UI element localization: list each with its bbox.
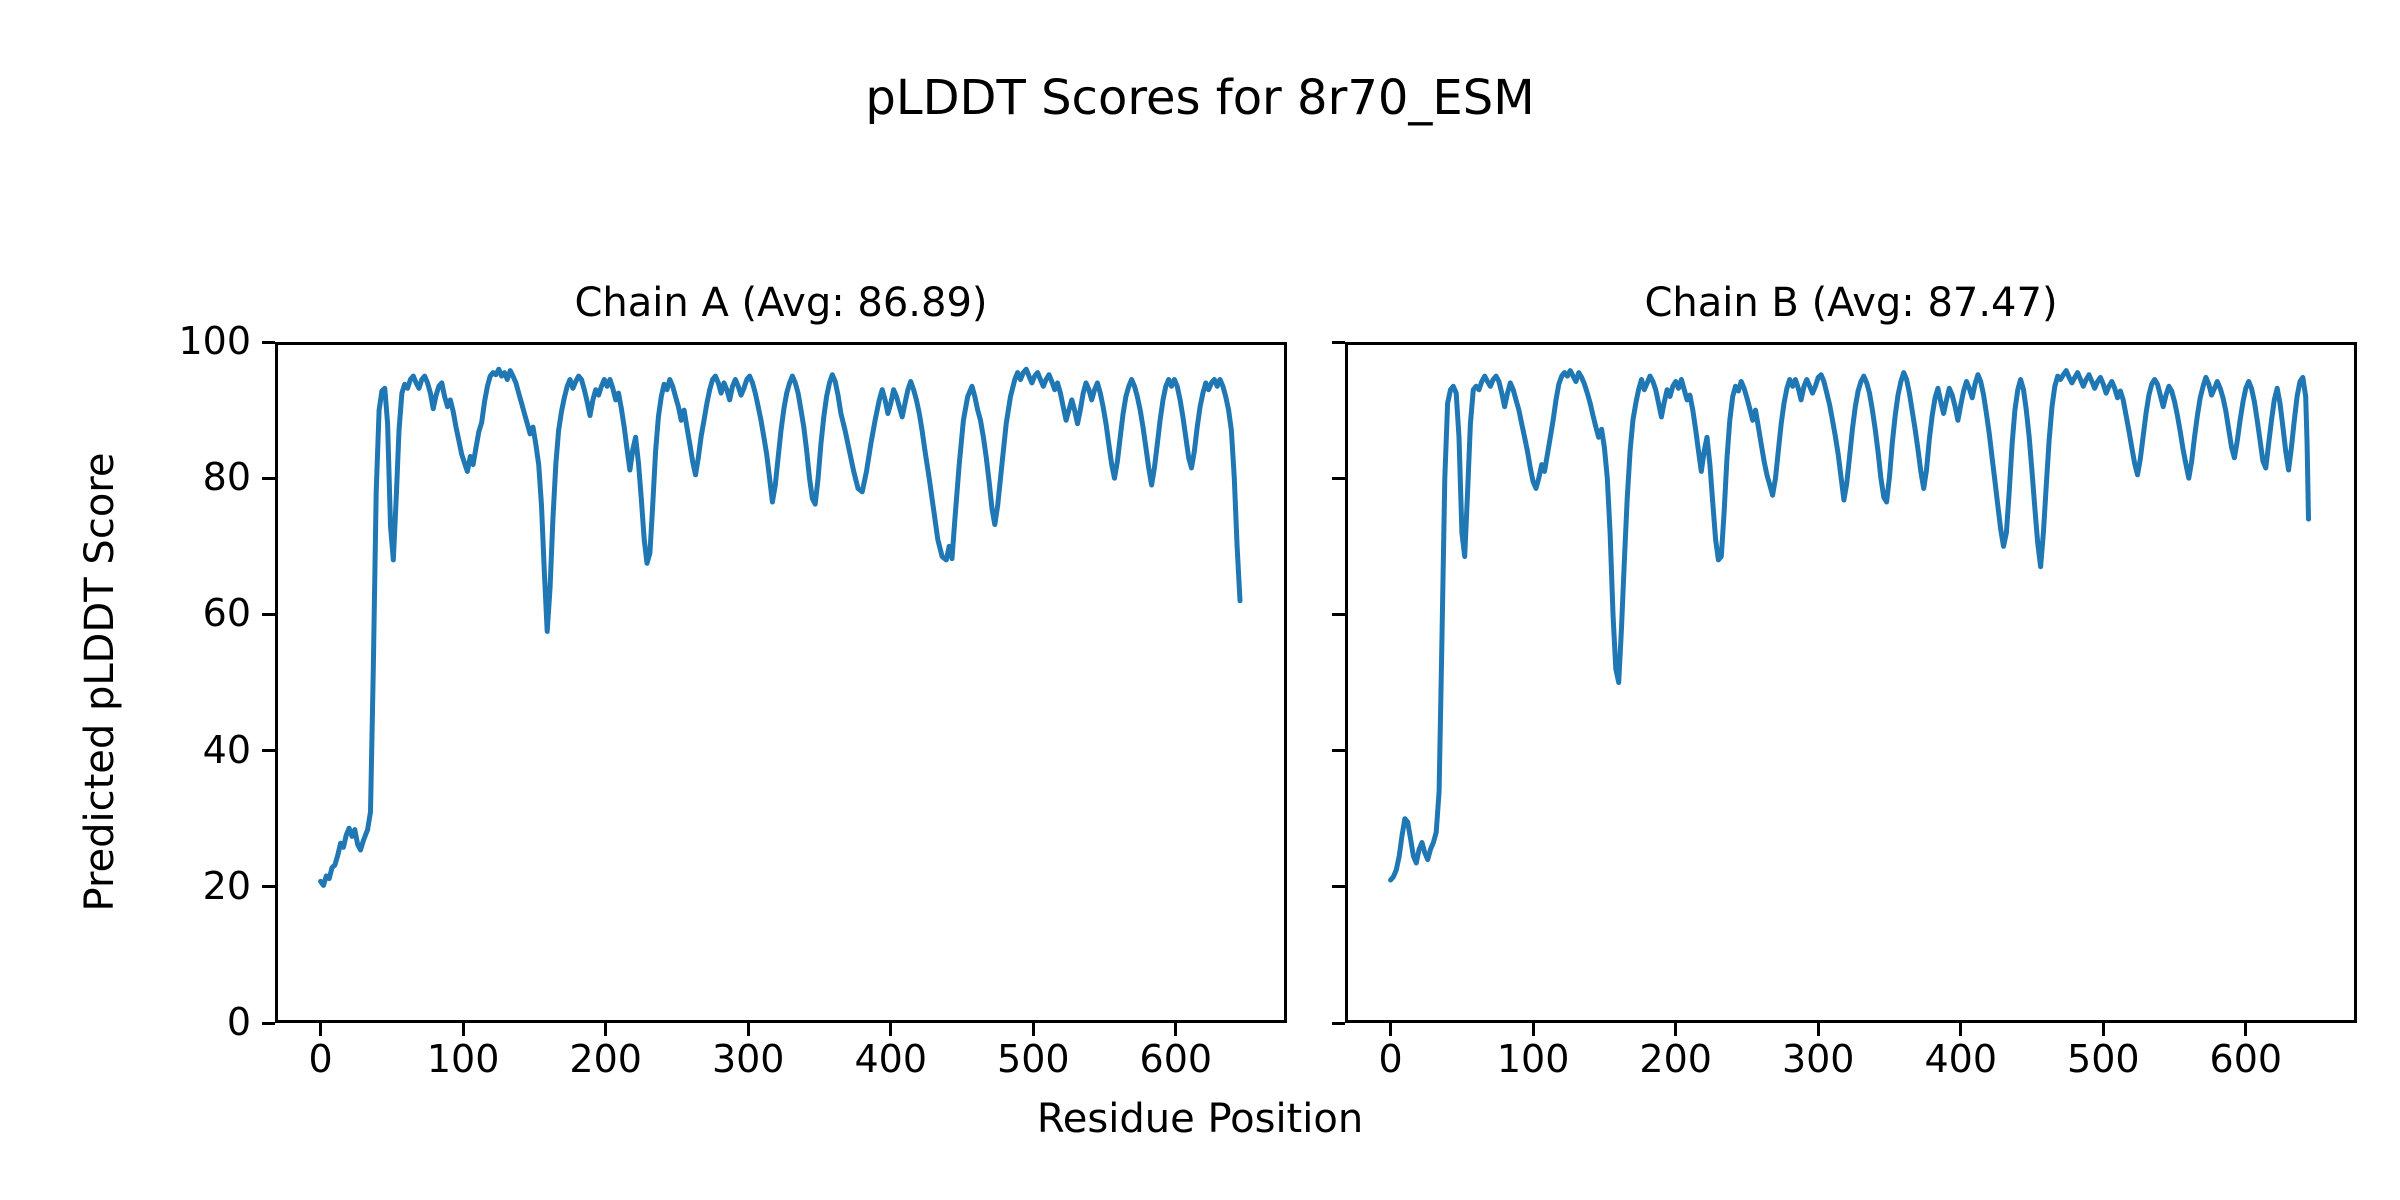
axes-chain-a: 0 100 200 300 400 500 600 0 20 40 60 80 100 bbox=[178, 320, 1287, 1080]
x-tick-label: 600 bbox=[1139, 1037, 1213, 1081]
x-axis-label: Residue Position bbox=[1036, 1096, 1364, 1142]
x-tick-mark bbox=[889, 1023, 893, 1036]
x-tick-label: 200 bbox=[569, 1037, 642, 1081]
subplot-title-chain-b: Chain B (Avg: 87.47) bbox=[1644, 280, 2058, 326]
axes-chain-b: 0 100 200 300 400 500 600 bbox=[1332, 340, 2357, 1080]
x-tick-label: 100 bbox=[426, 1037, 500, 1081]
x-tick-mark bbox=[1174, 1023, 1178, 1036]
y-tick-label: 0 bbox=[226, 1000, 251, 1045]
x-tick-mark bbox=[2101, 1023, 2105, 1036]
x-tick-label: 200 bbox=[1639, 1037, 1712, 1081]
y-tick-mark bbox=[1332, 476, 1345, 480]
subplot-title-chain-a: Chain A (Avg: 86.89) bbox=[574, 280, 988, 326]
y-tick-mark bbox=[262, 885, 275, 889]
plddt-line-chart-chain-b bbox=[1345, 342, 2357, 1023]
y-tick-label: 100 bbox=[178, 319, 251, 364]
x-tick-label: 500 bbox=[997, 1037, 1070, 1081]
x-tick-mark bbox=[2244, 1023, 2248, 1036]
y-tick-mark bbox=[1332, 340, 1345, 344]
axes-spines bbox=[275, 342, 1287, 1023]
subplot-chain-a: Chain A (Avg: 86.89) 0 100 200 300 400 500 600… bbox=[178, 280, 1287, 1080]
y-tick-mark bbox=[262, 749, 275, 753]
x-tick-mark bbox=[319, 1023, 323, 1036]
x-tick-label: 400 bbox=[1924, 1037, 1998, 1081]
x-tick-label: 600 bbox=[2209, 1037, 2283, 1081]
x-tick-mark bbox=[1959, 1023, 1963, 1036]
y-tick-mark bbox=[262, 1021, 275, 1025]
y-tick-mark bbox=[262, 340, 275, 344]
y-tick-mark bbox=[262, 612, 275, 616]
y-tick-mark bbox=[1332, 885, 1345, 889]
axes-spines bbox=[1345, 342, 2357, 1023]
y-tick-label: 40 bbox=[202, 727, 251, 772]
y-tick-mark bbox=[1332, 749, 1345, 753]
y-tick-mark bbox=[262, 476, 275, 480]
y-tick-label: 80 bbox=[202, 455, 251, 500]
x-tick-mark bbox=[1389, 1023, 1393, 1036]
y-tick-label: 60 bbox=[202, 591, 251, 636]
x-tick-label: 100 bbox=[1496, 1037, 1570, 1081]
x-tick-mark bbox=[1816, 1023, 1820, 1036]
x-tick-mark bbox=[461, 1023, 465, 1036]
x-tick-label: 500 bbox=[2067, 1037, 2140, 1081]
x-tick-mark bbox=[1531, 1023, 1535, 1036]
y-tick-mark bbox=[1332, 1021, 1345, 1025]
plddt-trace-chain-a bbox=[318, 366, 1243, 888]
subplot-chain-b: Chain B (Avg: 87.47) 0 100 200 300 400 500 600 bbox=[1332, 280, 2357, 1080]
x-tick-label: 300 bbox=[711, 1037, 785, 1081]
x-tick-mark bbox=[1031, 1023, 1035, 1036]
x-tick-label: 0 bbox=[1378, 1037, 1403, 1081]
x-tick-label: 0 bbox=[308, 1037, 333, 1081]
x-tick-mark bbox=[746, 1023, 750, 1036]
figure-title: pLDDT Scores for 8r70_ESM bbox=[865, 70, 1535, 126]
x-tick-mark bbox=[1674, 1023, 1678, 1036]
x-tick-mark bbox=[604, 1023, 608, 1036]
x-tick-label: 400 bbox=[854, 1037, 928, 1081]
y-axis-label: Predicted pLDDT Score bbox=[77, 452, 123, 912]
y-tick-label: 20 bbox=[202, 863, 251, 908]
plddt-line-chart-chain-a bbox=[275, 342, 1287, 1023]
y-tick-mark bbox=[1332, 612, 1345, 616]
x-tick-label: 300 bbox=[1781, 1037, 1855, 1081]
plddt-trace-chain-b bbox=[1388, 368, 2311, 883]
